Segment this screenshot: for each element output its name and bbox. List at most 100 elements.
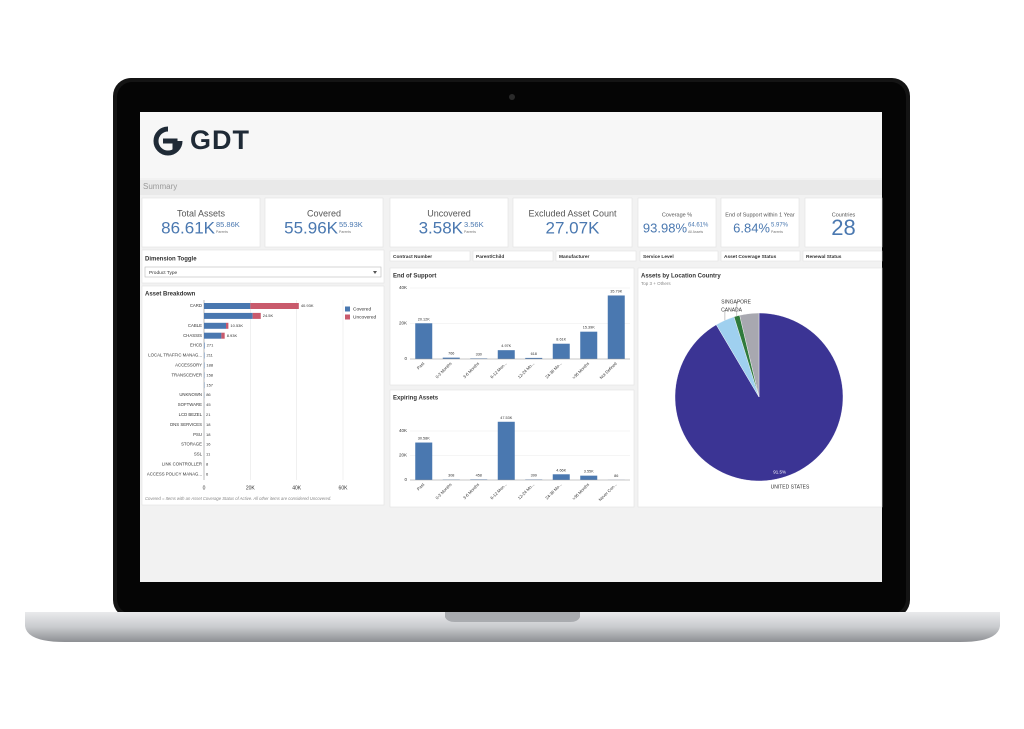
dropdown[interactable] xyxy=(144,266,382,278)
value-label: 399 xyxy=(531,474,537,478)
category-label: PSU xyxy=(193,432,202,437)
bar-segment xyxy=(250,303,299,309)
value-label: 188 xyxy=(206,362,213,367)
panel xyxy=(389,197,509,248)
category-label: STORAGE xyxy=(181,442,202,447)
category-label: TRANSCEIVER xyxy=(171,372,202,377)
bar-segment xyxy=(204,342,205,349)
bar xyxy=(525,357,543,359)
bar xyxy=(552,343,570,359)
filter-box[interactable] xyxy=(802,250,883,262)
bar-segment xyxy=(204,312,253,319)
filter-label: Service Level xyxy=(643,254,674,260)
bar xyxy=(607,295,625,359)
value-label: 4.66K xyxy=(556,468,566,472)
y-tick-label: 40K xyxy=(399,428,407,433)
kpi-title: End of Support within 1 Year xyxy=(725,212,795,218)
filter-box[interactable] xyxy=(389,250,471,262)
value-label: 40.93K xyxy=(301,303,314,308)
value-label: 8.61K xyxy=(556,338,566,342)
category-label: CHASSIS xyxy=(183,333,202,338)
panel xyxy=(141,249,385,284)
bar xyxy=(497,421,515,480)
slice-label: UNITED STATES xyxy=(771,484,810,490)
y-tick-label: 20K xyxy=(399,321,407,326)
dropdown-value: Product Type xyxy=(149,270,178,276)
value-label: 86 xyxy=(206,392,211,397)
value-label: 11 xyxy=(206,452,211,457)
filter-box[interactable] xyxy=(555,250,637,262)
value-label: 21 xyxy=(206,412,211,417)
filter-label: Manufacturer xyxy=(559,254,590,260)
panel-title: Expiring Assets xyxy=(393,396,439,402)
legend-label: Uncovered xyxy=(353,314,377,320)
value-label: 18 xyxy=(206,432,211,437)
value-label: 35.79K xyxy=(610,289,623,293)
value-label: 330 xyxy=(476,352,482,356)
x-tick-label: Past xyxy=(416,360,426,370)
panel-title: End of Support xyxy=(393,274,436,280)
category-label: UNKNOWN xyxy=(179,392,202,397)
panel-title: Asset Breakdown xyxy=(145,292,196,298)
value-label: 16 xyxy=(206,442,211,447)
laptop-notch xyxy=(445,612,580,622)
value-label: 8 xyxy=(206,461,209,466)
value-label: 158 xyxy=(206,372,213,377)
bar xyxy=(552,474,570,480)
x-tick-label: 0 xyxy=(203,485,206,491)
filter-box[interactable] xyxy=(472,250,554,262)
filter-box[interactable] xyxy=(639,250,719,262)
kpi-value: 55.96K xyxy=(284,218,339,237)
category-label: CABLE xyxy=(188,323,202,328)
value-label: 47.53K xyxy=(500,416,513,420)
dropdown-caret xyxy=(373,271,377,274)
panel-title: Assets by Location Country xyxy=(641,274,721,280)
pie-slice xyxy=(739,312,760,398)
kpi-value: 27.07K xyxy=(546,218,601,237)
value-label: 15.39K xyxy=(583,326,596,330)
filter-label: Contract Number xyxy=(393,254,432,260)
panel-title: Dimension Toggle xyxy=(145,257,197,263)
bar xyxy=(415,323,433,359)
bar xyxy=(442,357,460,359)
panel xyxy=(141,285,385,506)
bar-segment xyxy=(204,303,251,309)
bar xyxy=(580,475,598,480)
kpi-title: Total Assets xyxy=(177,208,226,218)
category-label: SSL xyxy=(194,452,203,457)
kpi-value: 86.61K xyxy=(161,218,216,237)
x-tick-label: 40K xyxy=(292,485,302,491)
value-label: 308 xyxy=(448,474,454,478)
x-tick-label: 60K xyxy=(339,485,349,491)
filter-label: Renewal Status xyxy=(806,254,842,260)
bar-segment xyxy=(204,322,227,329)
kpi-sub-label: Parents xyxy=(771,230,783,234)
filter-label: Asset Coverage Status xyxy=(724,254,777,260)
panel-subtitle: Top 3 + Others xyxy=(641,281,671,286)
category-label: LOCAL TRAFFIC MANAG... xyxy=(148,353,202,358)
kpi-title: Excluded Asset Count xyxy=(528,208,617,218)
legend-label: Covered xyxy=(353,306,371,312)
value-label: 24.5K xyxy=(263,313,274,318)
kpi-title: Uncovered xyxy=(427,208,471,218)
category-label: ACCESS POLICY MANAG... xyxy=(147,471,202,476)
logo-text: GDT xyxy=(190,125,250,155)
value-label: 8.93K xyxy=(227,333,238,338)
y-tick-label: 20K xyxy=(399,453,407,458)
kpi-title: Covered xyxy=(307,208,341,218)
value-label: 766 xyxy=(448,352,454,356)
kpi-sub-value: 3.56K xyxy=(464,220,484,229)
filter-box[interactable] xyxy=(720,250,801,262)
x-tick-label: Past xyxy=(416,481,426,491)
kpi-sub-value: 85.86K xyxy=(216,220,240,229)
slice-value-label: 91.5% xyxy=(773,470,786,475)
category-label: EHCB xyxy=(190,343,202,348)
value-label: 211 xyxy=(206,353,213,358)
value-label: 18 xyxy=(206,422,211,427)
kpi-sub-value: 64.61% xyxy=(688,223,709,229)
kpi-value: 28 xyxy=(831,215,855,240)
kpi-sub-label: All Assets xyxy=(688,230,703,234)
kpi-sub-label: Parents xyxy=(339,230,351,234)
category-label: CARD xyxy=(190,303,202,308)
